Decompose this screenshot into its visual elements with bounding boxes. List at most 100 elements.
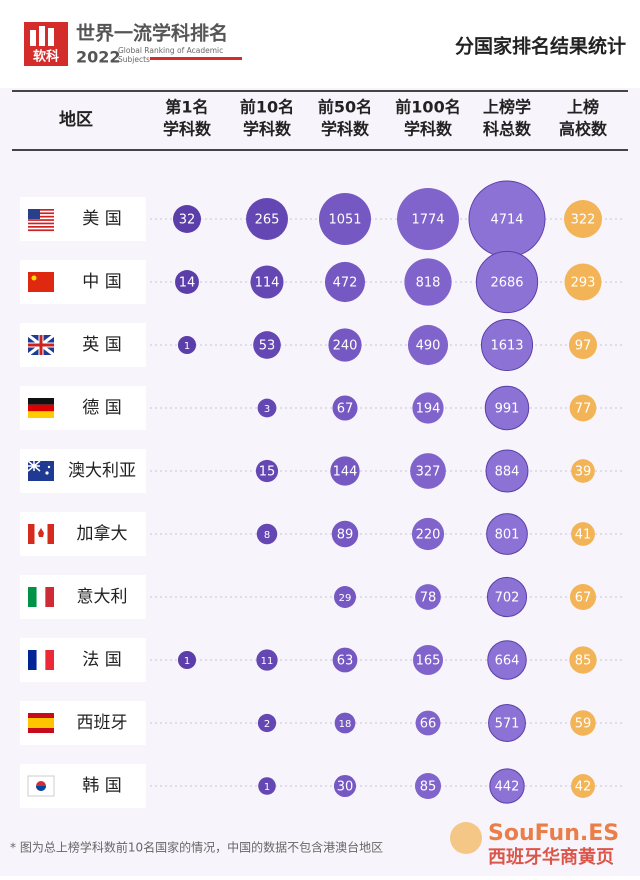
bubble-label: 165: [416, 654, 441, 669]
bubble: [475, 250, 539, 314]
flag-stripe: [28, 229, 54, 232]
bubble: [569, 583, 597, 611]
bubble-label: 4714: [490, 213, 523, 228]
bubble-label: 67: [575, 591, 592, 606]
country-name: 韩 国: [82, 776, 121, 796]
bubble: [415, 710, 441, 736]
bubble: [564, 200, 602, 238]
logo-bar: [39, 26, 45, 46]
bubble: [258, 777, 276, 795]
flag: [28, 713, 54, 733]
bubble-label: 114: [255, 276, 280, 291]
bubble: [256, 523, 278, 545]
bubble: [569, 394, 597, 422]
bubble: [415, 584, 441, 610]
bubble: [410, 453, 446, 489]
country-name: 中 国: [82, 272, 121, 292]
bubble: [411, 517, 445, 551]
bubble-label: 3: [264, 404, 270, 415]
bubble-label: 63: [337, 654, 354, 669]
header-subtitle: Subjects: [118, 55, 150, 64]
bubble: [414, 772, 442, 800]
bubble: [571, 459, 595, 483]
flag-taeguk: [36, 786, 46, 791]
bubble-label: 14: [179, 276, 196, 291]
watermark-text: 西班牙华商黄页: [488, 846, 614, 868]
logo-bar: [30, 30, 36, 46]
bubble: [255, 459, 279, 483]
region-header: 地区: [59, 109, 93, 130]
bubble-label: 1051: [328, 213, 361, 228]
bubble-label: 8: [264, 530, 270, 541]
logo-bar: [48, 28, 54, 46]
bubble-label: 1: [184, 656, 190, 667]
bubble: [334, 586, 356, 608]
bubble-label: 85: [420, 780, 437, 795]
bubble: [246, 198, 288, 240]
column-header: 前100名: [395, 98, 460, 117]
bubble: [569, 646, 597, 674]
bubble-label: 1613: [490, 339, 523, 354]
bubble-label: 220: [416, 528, 441, 543]
bubble: [487, 640, 527, 680]
country-name: 西班牙: [77, 713, 128, 733]
flag: [28, 650, 55, 670]
header-subtitle: Global Ranking of Academic: [118, 46, 223, 55]
bubble-label: 39: [575, 465, 592, 480]
flag-stripe: [45, 587, 55, 607]
bubble-label: 2: [264, 719, 270, 730]
bubble-label: 1774: [411, 213, 444, 228]
bubble: [330, 456, 360, 486]
bubble: [480, 318, 534, 372]
bubble: [177, 650, 197, 670]
bubble-label: 702: [495, 591, 520, 606]
flag-leaf: [38, 528, 44, 537]
bubble: [324, 261, 366, 303]
bubble: [486, 576, 528, 618]
column-header: 学科数: [243, 120, 292, 139]
flag-star: [45, 471, 49, 475]
bubble: [173, 205, 201, 233]
bubble-label: 327: [416, 465, 441, 480]
bubble: [486, 513, 528, 555]
bubble: [257, 398, 277, 418]
bubble-label: 991: [495, 402, 520, 417]
bubble: [412, 644, 444, 676]
header-underline: [150, 57, 242, 60]
column-header: 前10名: [240, 98, 294, 117]
country-name: 德 国: [82, 398, 121, 418]
bubble: [397, 188, 459, 250]
flag-star: [47, 465, 51, 469]
bubble: [484, 385, 530, 431]
flag-stripe: [28, 219, 54, 221]
flag-stripe: [28, 587, 37, 607]
bubble-label: 265: [255, 213, 280, 228]
flag: [28, 209, 54, 232]
bubble-label: 240: [333, 339, 358, 354]
bubble: [571, 522, 595, 546]
bubble-label: 293: [571, 276, 596, 291]
bubble-label: 15: [259, 465, 276, 480]
flag-stripe: [28, 215, 54, 218]
bubble-label: 32: [179, 213, 196, 228]
flag: [27, 775, 55, 797]
bubble: [177, 335, 197, 355]
bubble: [485, 449, 529, 493]
column-header: 前50名: [318, 98, 372, 117]
flag-canton: [28, 209, 40, 219]
bubble-label: 78: [420, 591, 437, 606]
flag-star: [31, 275, 37, 281]
column-header: 第1名: [165, 98, 208, 117]
bubble-label: 472: [333, 276, 358, 291]
flag-stripe: [28, 411, 54, 419]
bubble: [256, 649, 278, 671]
bubble-label: 664: [495, 654, 520, 669]
bubble-label: 884: [495, 465, 520, 480]
column-header: 科总数: [483, 120, 532, 139]
bubble-label: 442: [495, 780, 520, 795]
header-title: 世界一流学科排名: [76, 22, 228, 45]
country-cell: [20, 197, 146, 241]
country-name: 意大利: [77, 587, 128, 607]
bubble-label: 1: [184, 341, 190, 352]
column-header: 学科数: [163, 120, 212, 139]
